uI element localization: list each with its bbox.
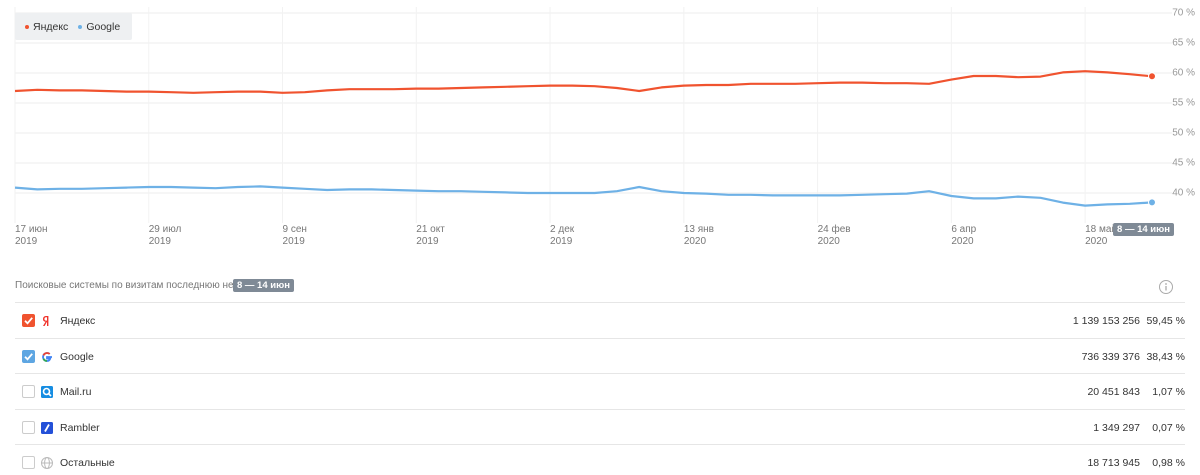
engine-name: Mail.ru bbox=[60, 386, 92, 398]
y-tick-label: 50 % bbox=[1172, 128, 1195, 139]
visits: 20 451 843 bbox=[1087, 386, 1140, 398]
icon bbox=[41, 421, 53, 434]
legend-dot bbox=[78, 24, 83, 29]
legend-item: Яндекс bbox=[25, 21, 68, 33]
visits: 1 349 297 bbox=[1093, 421, 1140, 434]
y-tick-label: 65 % bbox=[1172, 38, 1195, 49]
x-tick-label: 18 май 2020 bbox=[1085, 224, 1118, 247]
share: 38,43 % bbox=[1146, 350, 1185, 363]
line bbox=[14, 185, 1153, 207]
visits: 18 713 945 bbox=[1087, 457, 1140, 469]
visits: 1 139 153 256 bbox=[1072, 315, 1140, 327]
legend-label: Google bbox=[86, 20, 121, 33]
table-row: Google 736 339 376 38,43 % bbox=[15, 337, 1185, 374]
x-tick-badge: 8 — 14 июн bbox=[1113, 223, 1174, 236]
end-dot bbox=[1148, 72, 1156, 81]
engine-icon bbox=[39, 349, 55, 365]
table-row: Mail.ru 20 451 843 1,07 % bbox=[15, 373, 1185, 409]
x-tick-label: 6 апр 2020 bbox=[951, 224, 977, 247]
checkbox[interactable] bbox=[22, 314, 35, 327]
info-icon[interactable] bbox=[1158, 279, 1174, 295]
end-dot bbox=[1148, 198, 1156, 207]
share: 59,45 % bbox=[1146, 315, 1185, 327]
x-tick-label: 17 июн 2019 bbox=[15, 224, 48, 247]
legend-label: Яндекс bbox=[33, 20, 69, 33]
share: 0,98 % bbox=[1152, 457, 1185, 469]
engine-name: Rambler bbox=[60, 421, 100, 434]
check bbox=[24, 352, 33, 361]
table-row: Остальные 18 713 945 0,98 % bbox=[15, 444, 1185, 475]
line bbox=[14, 70, 1153, 94]
y-tick-label: 40 % bbox=[1172, 188, 1195, 199]
x-tick-label: 9 сен 2019 bbox=[282, 224, 307, 247]
x-tick-label: 29 июл 2019 bbox=[148, 224, 182, 247]
checkbox[interactable] bbox=[22, 420, 35, 434]
y-tick-label: 55 % bbox=[1172, 98, 1195, 109]
engine-icon bbox=[39, 313, 55, 329]
icon bbox=[42, 351, 52, 362]
visits: 736 339 376 bbox=[1081, 350, 1140, 363]
engine-icon bbox=[39, 420, 55, 436]
engine-name: Остальные bbox=[60, 457, 115, 469]
icon bbox=[41, 457, 53, 469]
share: 1,07 % bbox=[1152, 386, 1185, 398]
y-tick-label: 70 % bbox=[1172, 8, 1195, 19]
chart: 40 % 45 % 50 % 55 % 60 % 65 % 70 % bbox=[14, 7, 1195, 223]
x-tick-label: 21 окт 2019 bbox=[416, 224, 445, 247]
icon bbox=[43, 316, 49, 326]
y-tick-label: 45 % bbox=[1172, 158, 1195, 169]
x-tick-label: 13 янв 2020 bbox=[683, 224, 714, 247]
period-badge: 8 — 14 июн bbox=[233, 279, 294, 292]
legend-item: Google bbox=[78, 21, 120, 33]
x-tick-label: 2 дек 2019 bbox=[550, 224, 575, 247]
engine-name: Яндекс bbox=[60, 315, 96, 327]
table-title: Поисковые системы по визитам последнюю н… bbox=[15, 280, 261, 291]
y-tick-label: 60 % bbox=[1172, 68, 1195, 79]
checkbox[interactable] bbox=[22, 456, 35, 469]
engine-icon bbox=[39, 455, 55, 471]
engine-icon bbox=[39, 384, 55, 400]
legend-dot bbox=[25, 24, 29, 29]
share: 0,07 % bbox=[1152, 421, 1185, 434]
x-tick-label: 24 фев 2020 bbox=[817, 224, 851, 247]
check bbox=[24, 317, 33, 325]
table-row: Rambler 1 349 297 0,07 % bbox=[15, 408, 1185, 445]
checkbox[interactable] bbox=[22, 385, 35, 398]
checkbox[interactable] bbox=[22, 349, 35, 363]
engine-name: Google bbox=[60, 350, 94, 363]
icon bbox=[41, 386, 53, 398]
legend: Яндекс Google bbox=[15, 13, 133, 40]
table-row: Яндекс 1 139 153 256 59,45 % bbox=[15, 302, 1185, 338]
